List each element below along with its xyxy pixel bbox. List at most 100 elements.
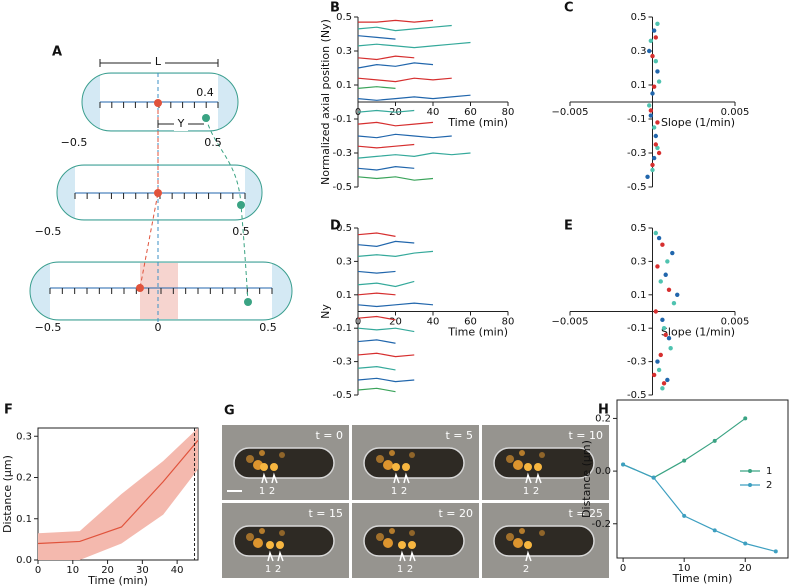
- y-tick-label: 0.0: [595, 466, 611, 477]
- x-axis-label: Slope (1/min): [661, 116, 735, 129]
- point: [660, 386, 665, 391]
- point: [656, 79, 662, 84]
- cell-tick-label: 0.5: [204, 136, 222, 149]
- y-tick-label: 0.3: [336, 256, 352, 267]
- point: [621, 462, 626, 467]
- spot: [524, 463, 532, 471]
- x-tick-label: 40: [427, 107, 440, 118]
- point: [653, 230, 658, 236]
- marker-label: 2: [275, 564, 281, 575]
- arrow: [525, 550, 532, 562]
- panel-label: A: [52, 45, 62, 60]
- point: [648, 108, 654, 113]
- arrow: [277, 550, 284, 562]
- spot: [253, 538, 263, 548]
- arrow: [525, 472, 532, 484]
- x-axis-label: Time (min): [447, 116, 508, 129]
- point: [645, 174, 650, 179]
- point: [655, 21, 660, 26]
- spot: [259, 528, 265, 534]
- x-axis-label: Time (min): [87, 574, 148, 587]
- spot: [270, 463, 278, 471]
- y-tick-label: 0.1: [336, 290, 352, 301]
- series-line: [357, 352, 415, 358]
- y-tick-label: 0.1: [631, 290, 647, 301]
- marker-label: 2: [269, 486, 275, 497]
- cell-tick-label: 0.5: [232, 225, 250, 238]
- x-tick-label: 20: [101, 565, 114, 576]
- point: [743, 416, 748, 421]
- point: [651, 28, 657, 33]
- point: [650, 53, 655, 59]
- panel-label: C: [564, 1, 574, 16]
- point: [648, 113, 654, 118]
- point: [653, 309, 658, 314]
- marker-label: 1: [265, 564, 271, 575]
- panel-g: G t = 01 2t = 51 2t = 101 2t = 151 2t = 201 2…: [222, 404, 609, 578]
- y-tick-label: 0.3: [336, 46, 352, 57]
- panel-label: F: [4, 403, 13, 418]
- cell-tick-label: −0.5: [61, 136, 88, 149]
- marker-label: 1: [259, 486, 265, 497]
- point: [650, 162, 655, 168]
- x-axis-label: Time (min): [672, 572, 733, 585]
- point: [665, 377, 670, 383]
- series-line: [357, 240, 415, 247]
- point: [651, 84, 657, 89]
- spot: [392, 463, 400, 471]
- arrow: [535, 472, 542, 484]
- spot: [376, 455, 384, 463]
- series-line: [357, 176, 434, 181]
- point: [658, 279, 663, 284]
- y-tick-label: -0.1: [627, 323, 647, 334]
- spot: [266, 541, 274, 549]
- arrow: [393, 472, 400, 484]
- y-axis-label: Ny: [319, 304, 332, 319]
- position-label: 0.4: [196, 86, 214, 99]
- spot: [539, 452, 545, 458]
- x-tick-label: 40: [427, 317, 440, 328]
- point: [682, 513, 687, 518]
- y-tick-label: -0.5: [627, 390, 647, 401]
- spot: [534, 463, 542, 471]
- y-tick-label: 0.2: [595, 413, 611, 424]
- x-tick-label: 0: [35, 565, 41, 576]
- legend-marker: [748, 483, 752, 487]
- y-tick-label: -0.3: [627, 148, 647, 159]
- cell-image: [233, 447, 335, 479]
- series-line: [357, 250, 434, 257]
- x-tick-label: 60: [464, 317, 477, 328]
- spot: [408, 541, 416, 549]
- series-line: [358, 19, 434, 23]
- y-tick-label: 0.0: [16, 555, 32, 566]
- spot: [513, 460, 523, 470]
- series-line: [357, 24, 452, 32]
- spot: [246, 455, 254, 463]
- marker-label: 2: [401, 486, 407, 497]
- point: [651, 125, 657, 130]
- septum: [140, 263, 178, 319]
- frame-time: t = 20: [438, 507, 473, 520]
- y-axis-label: Distance (μm): [580, 440, 593, 518]
- plot-frame: [616, 399, 789, 559]
- y-tick-label: 0.1: [631, 80, 647, 91]
- cell-image: [233, 525, 335, 557]
- arrow: [403, 472, 410, 484]
- frame-time: t = 25: [568, 507, 603, 520]
- y-tick-label: -0.2: [591, 519, 611, 530]
- locus: [237, 201, 245, 209]
- offset-label: Y: [177, 117, 185, 130]
- point: [660, 317, 665, 323]
- red-track: [139, 103, 159, 289]
- spot: [519, 528, 525, 534]
- series-line: [357, 270, 396, 274]
- marker-label: 1: [391, 486, 397, 497]
- series-line: [357, 327, 415, 333]
- point: [647, 103, 652, 108]
- arrow: [409, 550, 416, 562]
- point: [671, 300, 677, 306]
- series-line: [357, 35, 396, 40]
- point: [661, 381, 667, 386]
- point: [665, 259, 670, 264]
- marker-label: 2: [533, 486, 539, 497]
